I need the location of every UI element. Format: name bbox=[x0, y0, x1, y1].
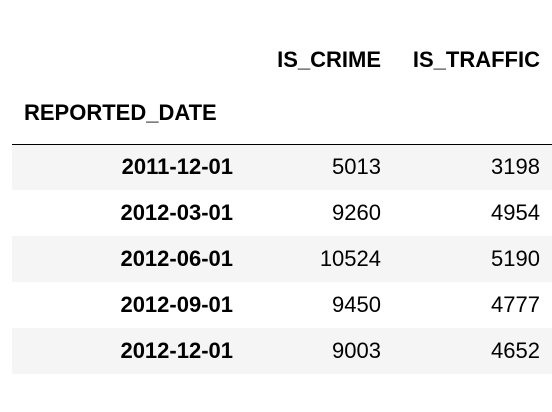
cell-is-traffic: 4954 bbox=[491, 200, 540, 225]
table-row: 2012-09-01 9450 4777 bbox=[12, 282, 552, 328]
cell-is-crime: 9003 bbox=[332, 338, 381, 363]
table-header: IS_CRIME IS_TRAFFIC REPORTED_DATE bbox=[12, 38, 552, 144]
cell-is-traffic: 4777 bbox=[491, 292, 540, 317]
cell-is-crime: 9260 bbox=[332, 200, 381, 225]
row-index-label: 2012-03-01 bbox=[120, 200, 233, 225]
row-index-label: 2012-09-01 bbox=[120, 292, 233, 317]
dataframe-table: IS_CRIME IS_TRAFFIC REPORTED_DATE 2011-1… bbox=[12, 38, 552, 374]
table-row: 2012-03-01 9260 4954 bbox=[12, 190, 552, 236]
row-index-label: 2012-12-01 bbox=[120, 338, 233, 363]
index-name-row: REPORTED_DATE bbox=[12, 82, 552, 144]
cell-is-traffic: 3198 bbox=[491, 154, 540, 180]
table-row: 2012-12-01 9003 4652 bbox=[12, 328, 552, 374]
column-header-is-traffic: IS_TRAFFIC bbox=[412, 47, 540, 72]
cell-is-crime: 5013 bbox=[332, 154, 381, 180]
index-name-header: REPORTED_DATE bbox=[24, 99, 217, 125]
cell-is-crime: 9450 bbox=[332, 292, 381, 317]
cell-is-traffic: 5190 bbox=[491, 246, 540, 271]
table-row: 2012-06-01 10524 5190 bbox=[12, 236, 552, 282]
index-corner-cell bbox=[12, 38, 245, 82]
column-header-is-crime: IS_CRIME bbox=[277, 47, 381, 72]
index-name-row-blank bbox=[393, 82, 552, 144]
cell-is-crime: 10524 bbox=[319, 246, 381, 271]
column-header-row: IS_CRIME IS_TRAFFIC bbox=[12, 38, 552, 82]
table-body: 2011-12-01 5013 3198 2012-03-01 9260 495… bbox=[12, 144, 552, 374]
row-index-label: 2011-12-01 bbox=[121, 154, 233, 180]
cell-is-traffic: 4652 bbox=[491, 338, 540, 363]
row-index-label: 2012-06-01 bbox=[120, 246, 233, 271]
table-row: 2011-12-01 5013 3198 bbox=[12, 144, 552, 190]
index-name-row-blank bbox=[245, 82, 393, 144]
